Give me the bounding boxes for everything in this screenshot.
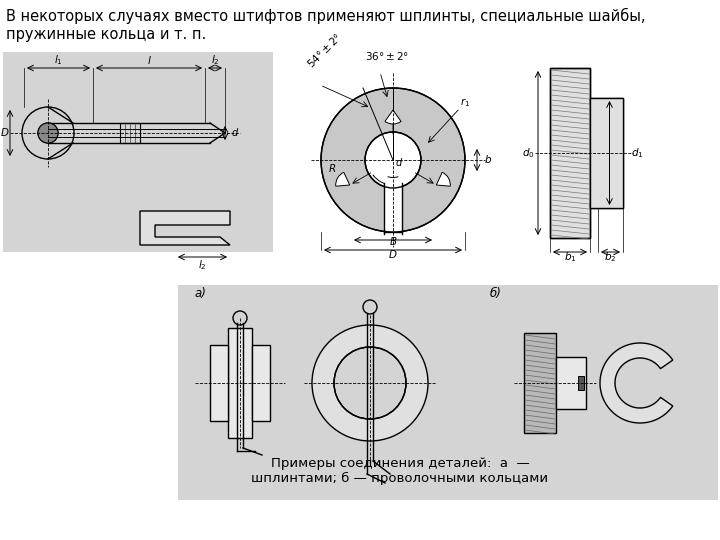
Wedge shape — [336, 172, 350, 186]
Polygon shape — [140, 211, 230, 245]
Wedge shape — [436, 172, 450, 186]
Text: B: B — [390, 237, 397, 247]
Wedge shape — [385, 110, 401, 124]
Wedge shape — [312, 325, 428, 441]
Bar — [252, 345, 270, 421]
Text: D: D — [1, 128, 9, 138]
Bar — [384, 183, 402, 247]
Bar — [550, 68, 590, 238]
Text: R: R — [329, 164, 336, 174]
Bar — [524, 333, 556, 433]
Bar — [228, 328, 252, 438]
Text: b: b — [485, 155, 492, 165]
Text: $l$: $l$ — [147, 54, 151, 66]
Bar — [578, 376, 584, 390]
Polygon shape — [600, 343, 672, 423]
Wedge shape — [321, 88, 465, 232]
Text: $36°\pm2°$: $36°\pm2°$ — [365, 50, 409, 62]
Text: б): б) — [490, 287, 502, 300]
Bar — [3, 52, 273, 252]
Bar — [178, 285, 718, 500]
Text: Примеры соединения деталей:  а  —
шплинтами; б — проволочными кольцами: Примеры соединения деталей: а — шплинтам… — [251, 457, 549, 485]
Text: $l_2$: $l_2$ — [198, 258, 207, 272]
Text: $r_1$: $r_1$ — [460, 96, 470, 109]
Bar — [556, 357, 586, 409]
Bar — [178, 450, 718, 500]
Text: D: D — [389, 250, 397, 260]
Bar — [590, 98, 598, 104]
Bar — [550, 68, 590, 238]
Text: $d_0$: $d_0$ — [522, 146, 534, 160]
Text: d: d — [396, 158, 402, 168]
Bar — [590, 202, 598, 208]
Polygon shape — [590, 98, 623, 208]
Text: а): а) — [195, 287, 207, 300]
Text: $b_2$: $b_2$ — [604, 250, 617, 264]
Bar — [210, 345, 228, 421]
Circle shape — [38, 123, 58, 143]
Text: $54°\pm2°$: $54°\pm2°$ — [305, 30, 345, 70]
Text: В некоторых случаях вместо штифтов применяют шплинты, специальные шайбы,
пружинн: В некоторых случаях вместо штифтов приме… — [6, 8, 646, 42]
Text: $d_1$: $d_1$ — [631, 146, 644, 160]
Text: $b_1$: $b_1$ — [564, 250, 576, 264]
Text: $l_1$: $l_1$ — [54, 53, 63, 67]
Text: $l_2$: $l_2$ — [211, 53, 220, 67]
Text: d: d — [232, 128, 238, 138]
Bar — [598, 98, 623, 208]
Bar — [120, 123, 140, 143]
